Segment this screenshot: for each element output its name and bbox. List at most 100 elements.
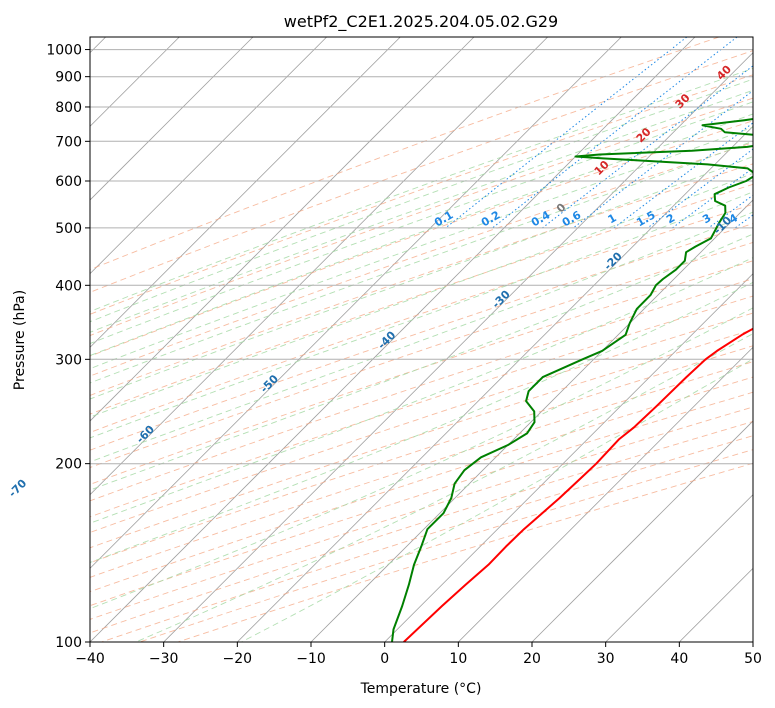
y-tick-label: 100 [55, 635, 82, 651]
isotherm-line [458, 346, 753, 642]
isotherm-line [531, 420, 753, 642]
isotherm-line [237, 125, 753, 642]
mixing-ratio-label: 1.5 [634, 208, 657, 229]
moist-adiabat-line [90, 172, 753, 418]
isotherm-line [90, 37, 696, 642]
dry-adiabat-line [90, 312, 753, 533]
mixing-ratio-label: 0.1 [432, 208, 455, 229]
dry-adiabat-line [90, 278, 753, 502]
moist-adiabat-line [90, 78, 753, 323]
moist-adiabat-line [90, 156, 753, 400]
x-tick-label: 30 [597, 651, 615, 667]
isotherm-line [605, 494, 753, 642]
mixing-ratio-line [734, 214, 753, 229]
isotherm-line [679, 567, 753, 642]
isotherm-line [90, 37, 622, 569]
dry-adiabat-line [90, 163, 753, 396]
dry-adiabat-line [90, 37, 720, 271]
dry-adiabat-line [90, 74, 753, 315]
temperature-profile-line [403, 327, 753, 642]
dry-adiabat-label: -50 [258, 372, 281, 395]
moist-adiabat-line [241, 358, 753, 642]
dry-adiabat-line [90, 142, 753, 377]
mixing-ratio-line [672, 167, 753, 229]
moist-adiabat-line [90, 113, 753, 357]
isotherm-line [384, 273, 753, 642]
isotherm-line [90, 37, 475, 422]
moist-adiabat-label: 40 [714, 62, 734, 82]
moist-adiabat-line [90, 233, 753, 491]
dry-adiabat-line [90, 260, 753, 485]
isotherm-line [90, 37, 327, 275]
y-tick-label: 600 [55, 174, 82, 190]
dry-adiabat-label: -40 [375, 328, 398, 351]
moist-adiabat-label: 20 [634, 125, 654, 145]
dry-adiabat-line [90, 120, 753, 357]
moist-adiabat-line [90, 281, 753, 563]
background-lines [90, 37, 753, 642]
x-tick-label: −30 [149, 651, 179, 667]
y-tick-label: 500 [55, 221, 82, 237]
x-tick-label: 40 [670, 651, 688, 667]
mixing-ratio-label: 3 [700, 211, 713, 226]
mixing-ratio-line [492, 37, 738, 229]
y-axis-label: Pressure (hPa) [12, 290, 28, 390]
isotherm-line [90, 37, 401, 348]
mixing-ratio-label: 0.2 [479, 208, 502, 229]
moist-adiabat-line [135, 333, 753, 642]
y-tick-label: 1000 [46, 43, 82, 59]
x-axis-ticks: −40 −30 −20 −10 0 10 20 30 40 50 [75, 642, 762, 667]
dry-adiabat-line [90, 97, 753, 337]
dry-adiabat-label: -60 [134, 422, 157, 445]
moist-adiabat-label: 10 [592, 158, 612, 178]
dry-adiabat-line [90, 329, 753, 549]
x-tick-label: −40 [75, 651, 105, 667]
y-axis-ticks: 100 200 300 400 500 600 700 800 900 1000 [46, 43, 90, 651]
dry-adiabat-line [101, 435, 753, 642]
y-tick-label: 300 [55, 352, 82, 368]
adiabat-labels: 0.10.20.40.611.5234-100-90-80-70-60-50-4… [6, 62, 740, 499]
profile-series [391, 117, 753, 642]
moist-adiabat-line [90, 211, 753, 463]
moist-adiabat-line [90, 257, 753, 524]
mixing-ratio-label: 0.4 [529, 208, 553, 229]
x-tick-label: 0 [380, 651, 389, 667]
mixing-ratio-label: 2 [664, 211, 677, 226]
moist-adiabat-label: 0 [554, 200, 569, 215]
y-tick-label: 900 [55, 70, 82, 86]
plot-frame [89, 36, 754, 643]
moist-adiabat-line [90, 89, 753, 333]
x-tick-label: 50 [744, 651, 762, 667]
isotherm-line [163, 52, 753, 642]
isotherm-line [90, 37, 548, 496]
dry-adiabat-line [90, 406, 753, 620]
dry-adiabat-label: -30 [490, 288, 513, 311]
moist-adiabat-line [90, 67, 753, 312]
dry-adiabat-label: -70 [6, 476, 29, 499]
dry-adiabat-line [90, 391, 753, 607]
isotherm-line [752, 641, 753, 642]
y-tick-label: 800 [55, 100, 82, 116]
x-tick-label: 10 [449, 651, 467, 667]
chart-title: wetPf2_C2E1.2025.204.05.02.G29 [284, 12, 558, 32]
pressure-gridlines [90, 49, 753, 642]
y-tick-label: 700 [55, 134, 82, 150]
x-tick-label: −20 [223, 651, 253, 667]
dewpoint-profile-line [391, 117, 753, 642]
y-tick-label: 200 [55, 457, 82, 473]
dry-adiabat-line [90, 223, 753, 451]
dry-adiabat-line [177, 462, 753, 642]
isotherm-line [310, 199, 753, 642]
mixing-ratio-line [572, 90, 753, 229]
dry-adiabat-label: -20 [602, 249, 625, 272]
mixing-ratio-line [542, 65, 753, 229]
dry-adiabat-line [90, 50, 753, 293]
isotherm-line [90, 37, 254, 201]
moist-adiabat-line [90, 126, 753, 370]
mixing-ratio-label: 1 [606, 211, 619, 226]
moist-adiabat-line [90, 140, 753, 384]
x-tick-label: 20 [523, 651, 541, 667]
y-tick-label: 400 [55, 278, 82, 294]
dry-adiabat-line [90, 183, 753, 415]
